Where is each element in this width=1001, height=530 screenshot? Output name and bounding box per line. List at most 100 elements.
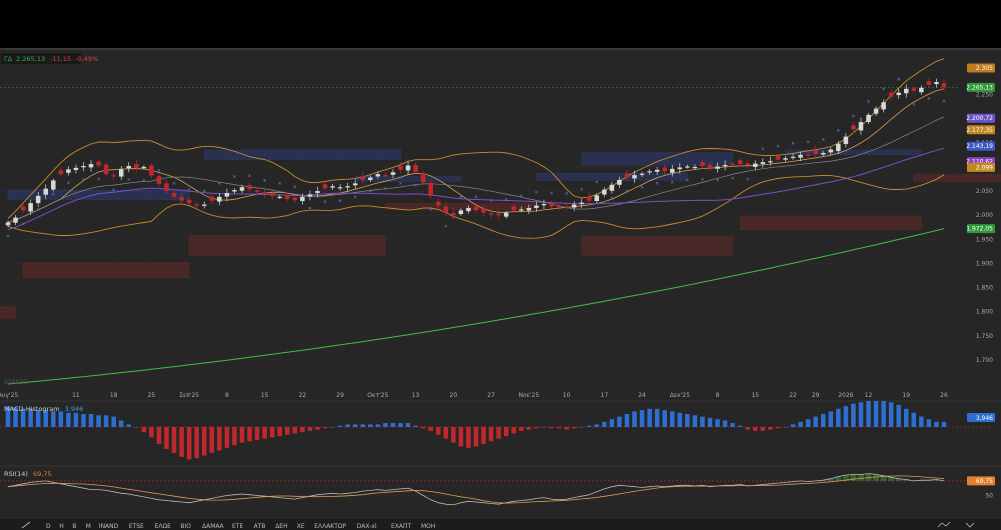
macd-bar — [571, 427, 577, 429]
candle-body — [700, 162, 705, 166]
candle-body — [571, 204, 577, 208]
price-badge-bg — [967, 141, 995, 151]
macd-bar — [926, 419, 932, 427]
psar-mark — [66, 181, 70, 185]
top-border — [0, 48, 1001, 50]
toolbar-item-2[interactable]: B — [72, 523, 76, 530]
toolbar-item-15[interactable]: ΕΧΑΠΤ — [391, 523, 412, 530]
candle-body — [730, 163, 735, 165]
macd-bar — [790, 424, 796, 427]
macd-bar — [881, 401, 886, 427]
candle-body — [919, 87, 924, 93]
candle-body — [43, 188, 49, 195]
macd-bar — [888, 402, 894, 427]
candle-body — [677, 167, 683, 170]
candle-body — [88, 164, 94, 168]
psar-mark — [187, 188, 191, 192]
svg-text:ΓΔ 2.265,13 -11,15: ΓΔ 2.265,13 -11,15 -0,49% — [4, 55, 98, 63]
macd-bar — [201, 427, 207, 456]
psar-mark — [368, 189, 372, 193]
macd-bar — [405, 423, 411, 427]
candle-body — [737, 160, 743, 165]
macd-bar — [519, 427, 524, 431]
macd-pane[interactable]: 3,946 — [0, 401, 995, 460]
candle-body — [224, 192, 230, 197]
toolbar-item-4[interactable]: INAND — [99, 523, 119, 530]
macd-bar — [51, 411, 56, 427]
macd-bar — [594, 424, 600, 427]
toolbar-item-11[interactable]: ΔΕΗ — [275, 523, 287, 530]
psar-mark — [489, 199, 493, 203]
x-tick-label: Νοε'25 — [518, 392, 539, 399]
toolbar-item-3[interactable]: M — [86, 523, 91, 530]
candle-body — [662, 167, 667, 172]
psar-mark — [610, 196, 614, 200]
candle-body — [745, 163, 751, 166]
candle-body — [519, 209, 524, 211]
psar-mark — [233, 175, 236, 179]
macd-bar — [873, 401, 879, 427]
candlestick-series[interactable] — [5, 78, 947, 228]
rsi-badge-text: 69,75 — [976, 478, 993, 485]
candle-body — [315, 191, 320, 193]
toolbar-item-12[interactable]: ΧΕ — [297, 523, 305, 530]
psar-mark — [97, 177, 100, 181]
toolbar-item-7[interactable]: ΒΙΟ — [180, 523, 191, 530]
candle-body — [896, 92, 901, 96]
macd-bar — [783, 427, 788, 428]
toolbar-item-14[interactable]: DAX-xl — [357, 523, 377, 530]
macd-bar — [707, 417, 713, 427]
toolbar-item-13[interactable]: ΕΛΛΑΚΤΩΡ — [314, 523, 346, 530]
candle-body — [836, 143, 841, 152]
macd-bar — [798, 421, 803, 427]
candle-body — [564, 206, 569, 208]
macd-bar — [5, 406, 11, 427]
toolbar-item-5[interactable]: ETSE — [129, 523, 144, 530]
toolbar-item-16[interactable]: ΜΟΗ — [421, 523, 435, 530]
toolbar-item-10[interactable]: ΑΤΒ — [254, 523, 266, 530]
toolbar-item-1[interactable]: H — [59, 523, 64, 530]
macd-bar — [179, 427, 184, 457]
candle-body — [405, 165, 411, 171]
candle-body — [262, 192, 267, 194]
candle-body — [858, 122, 864, 131]
candle-body — [753, 163, 758, 167]
bollinger-upper — [7, 58, 945, 219]
psar-mark — [474, 195, 478, 199]
y-tick-label: 1.800 — [976, 309, 993, 316]
x-tick-label: 22 — [789, 392, 797, 399]
macd-bar — [390, 423, 396, 427]
macd-bar — [330, 427, 335, 428]
candle-body — [783, 158, 788, 160]
svg-text:RSI(14) 69,75: RSI(14) 69,75 — [4, 470, 52, 478]
candle-body — [534, 205, 539, 208]
zone-rect — [581, 152, 733, 166]
macd-bar — [919, 416, 924, 427]
macd-bar — [851, 403, 856, 427]
y-tick-label: 2.000 — [976, 212, 993, 219]
candle-body — [111, 175, 116, 177]
x-tick-label: 17 — [601, 392, 609, 399]
macd-bar — [662, 410, 667, 427]
macd-bar — [843, 406, 849, 427]
toolbar-item-0[interactable]: D — [46, 523, 51, 530]
macd-bar — [639, 410, 645, 427]
toolbar-item-8[interactable]: ΔΑΜΑΑ — [202, 523, 224, 530]
x-tick-label: Οκτ'25 — [367, 392, 388, 399]
candle-body — [435, 201, 441, 206]
y-tick-label: 1.950 — [976, 236, 993, 243]
macd-bar — [149, 427, 154, 438]
macd-bar — [262, 427, 267, 439]
chart-background — [0, 48, 1001, 530]
candle-body — [20, 206, 26, 211]
x-tick-label: 13 — [412, 392, 420, 399]
candle-body — [466, 207, 471, 212]
toolbar-item-9[interactable]: ΕΤΕ — [232, 523, 243, 530]
psar-mark — [127, 178, 131, 181]
candle-body — [134, 164, 139, 168]
sma-long — [7, 147, 945, 231]
toolbar-item-6[interactable]: ΕΛΩΕ — [155, 523, 171, 530]
rsi-pane[interactable]: 69,75 50 — [0, 473, 995, 506]
macd-bar — [911, 412, 917, 427]
